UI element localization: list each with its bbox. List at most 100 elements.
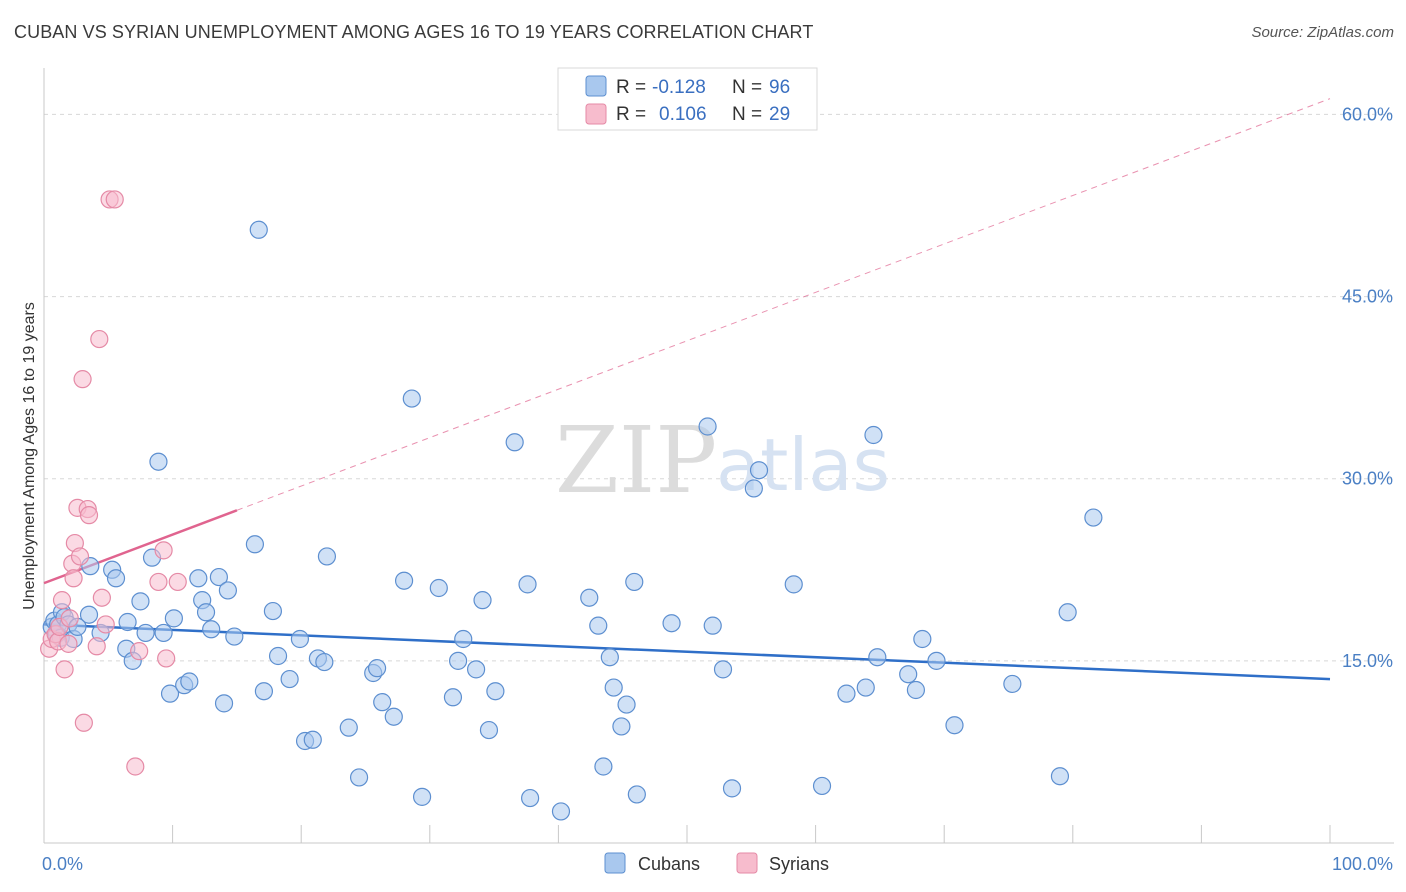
point-syrians [73,370,92,389]
point-cubans [698,417,717,436]
point-cubans [927,651,946,670]
point-syrians [55,660,74,679]
legend-syrians-r-value: 0.106 [659,104,707,125]
point-syrians [74,713,93,732]
point-cubans [551,802,571,821]
point-syrians [59,634,78,653]
trend-lines [43,98,1331,681]
point-cubans [160,684,180,703]
point-cubans [466,660,486,679]
point-syrians [79,506,99,525]
point-cubans [280,669,299,689]
point-cubans [913,629,932,649]
point-cubans [263,601,283,621]
point-cubans [149,452,168,471]
point-cubans [245,535,265,554]
point-cubans [315,652,334,672]
point-cubans [189,569,208,588]
point-cubans [218,581,237,600]
watermark-atlas: atlas [716,423,890,507]
point-cubans [317,547,337,566]
point-cubans [612,717,631,736]
point-cubans [604,678,623,697]
point-syrians [96,615,115,634]
point-syrians [154,541,173,560]
legend-cubans-n-label: N = [732,77,762,98]
point-cubans [580,588,599,607]
point-cubans [412,787,432,806]
bottom-legend: Cubans Syrians [604,852,829,874]
top-legend: R = -0.128 N = 96 R = 0.106 N = 29 [557,67,818,131]
point-cubans [713,660,733,679]
point-cubans [899,665,918,684]
point-cubans [443,688,463,707]
point-cubans [856,678,875,697]
chart-source: Source: ZipAtlas.com [1251,24,1394,41]
point-cubans [600,648,619,667]
point-cubans [367,659,387,678]
point-cubans [79,605,99,624]
point-cubans [1050,767,1070,786]
point-cubans [945,716,964,735]
point-cubans [349,768,369,787]
point-cubans [384,707,403,726]
watermark: ZIP atlas [555,407,890,514]
point-cubans [209,567,228,587]
point-cubans [106,569,126,588]
point-cubans [864,425,883,445]
point-cubans [394,571,414,590]
y-tick-label: 45.0% [1342,287,1393,307]
legend-swatch-syrians [585,103,607,125]
point-cubans [505,433,524,452]
legend-syrians-r-label: R = [616,104,646,125]
point-cubans [486,682,505,701]
point-cubans [373,693,392,712]
point-cubans [249,220,268,239]
point-cubans [131,592,150,611]
point-cubans [454,629,473,649]
legend-swatch-cubans [585,75,607,97]
x-ticks [172,825,1331,843]
point-syrians [149,572,168,592]
y-tick-labels: 15.0% 30.0% 45.0% 60.0% [1342,104,1393,670]
point-cubans [268,646,288,666]
point-cubans [303,730,322,749]
y-axis-label: Unemployment Among Ages 16 to 19 years [21,302,38,610]
point-cubans [164,609,183,628]
y-tick-label: 15.0% [1342,651,1393,671]
bottom-legend-cubans: Cubans [638,854,700,874]
trend-line-cubans [43,623,1331,681]
point-cubans [784,575,803,594]
point-cubans [744,479,763,498]
point-cubans [214,694,234,713]
point-cubans [1058,603,1077,622]
point-cubans [868,648,887,667]
legend-cubans-r-label: R = [616,77,646,98]
point-cubans [625,572,644,592]
point-cubans [180,672,199,691]
legend-cubans-n-value: 96 [769,77,790,98]
bottom-legend-swatch-cubans [604,852,626,874]
point-cubans [1003,674,1022,694]
point-syrians [157,649,176,668]
point-cubans [589,616,608,635]
point-cubans [594,757,613,776]
point-cubans [906,680,926,700]
watermark-zip: ZIP [555,407,717,514]
point-cubans [290,629,310,649]
chart-title: CUBAN VS SYRIAN UNEMPLOYMENT AMONG AGES … [14,22,814,42]
point-cubans [627,785,646,804]
point-cubans [154,623,173,643]
point-cubans [722,779,742,798]
point-cubans [339,718,358,737]
point-syrians [87,637,106,656]
point-cubans [202,620,221,639]
legend-cubans-r-value: -0.128 [652,77,706,98]
point-syrians [92,588,111,607]
legend-syrians-n-value: 29 [769,104,790,125]
point-cubans [1084,508,1103,527]
point-cubans [479,720,499,740]
legend-syrians-n-label: N = [732,104,762,125]
point-cubans [749,461,769,480]
